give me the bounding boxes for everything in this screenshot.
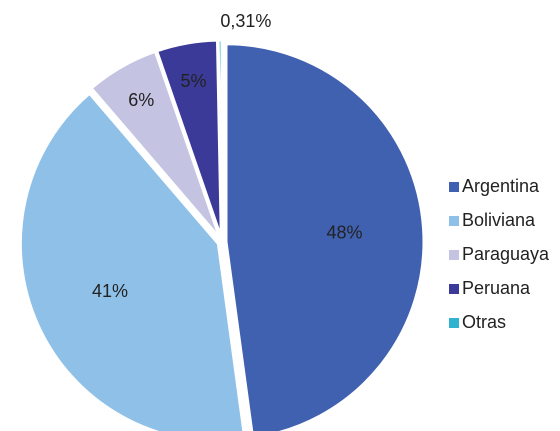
data-label: 48% (326, 222, 362, 242)
pie-slice (224, 42, 426, 431)
data-label: 0,31% (220, 11, 271, 31)
data-label: 41% (92, 281, 128, 301)
data-label: 5% (181, 71, 207, 91)
legend-swatch (449, 318, 459, 328)
legend-label: Argentina (462, 176, 540, 196)
legend-label: Paraguaya (462, 244, 550, 264)
legend-label: Peruana (462, 278, 531, 298)
legend-swatch (449, 284, 459, 294)
legend-label: Otras (462, 312, 506, 332)
legend-swatch (449, 216, 459, 226)
legend-swatch (449, 250, 459, 260)
pie-slice (18, 91, 246, 431)
legend-label: Boliviana (462, 210, 536, 230)
legend-swatch (449, 182, 459, 192)
pie-slice (216, 38, 224, 239)
data-label: 6% (128, 90, 154, 110)
